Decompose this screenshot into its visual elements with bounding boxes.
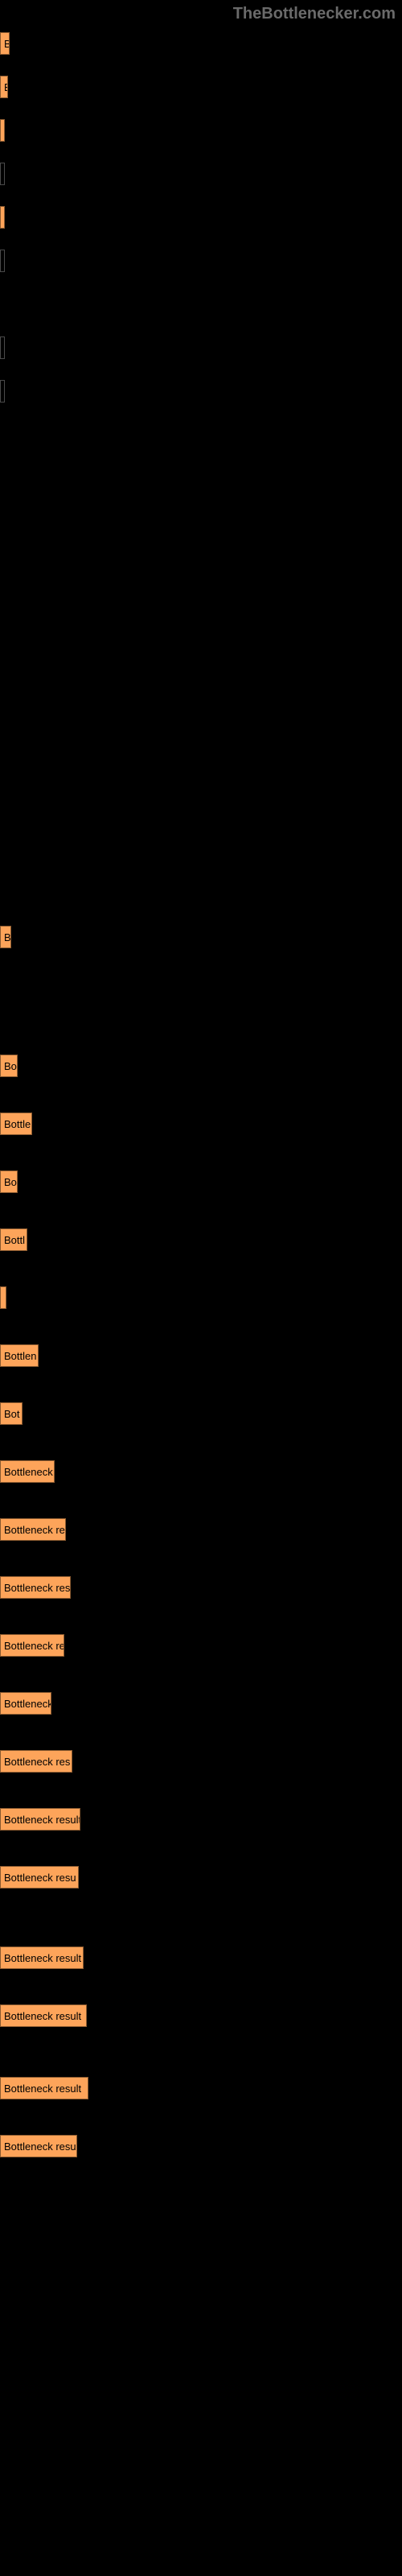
bar-row: Bottleneck result — [0, 1946, 84, 1969]
bar-row: Bottle — [0, 1113, 32, 1135]
bar-row: Bottleneck re — [0, 1634, 64, 1657]
bar: Bottleneck resu — [0, 2135, 77, 2157]
bar-row: B — [0, 32, 10, 55]
bar-row — [0, 163, 5, 185]
bar-row: Bottleneck res — [0, 1750, 72, 1773]
bar-row: Bottleneck resu — [0, 2135, 77, 2157]
bar: Bottleneck result — [0, 2004, 87, 2027]
bar — [0, 119, 5, 142]
bar: Bottleneck result — [0, 2077, 88, 2099]
bar: Bottleneck res — [0, 1750, 72, 1773]
chart-area: TheBottlenecker.com BBBBoBottleBoBottlBo… — [0, 0, 402, 2576]
bar-row: Bot — [0, 1402, 23, 1425]
bar: Bottleneck resu — [0, 1866, 79, 1889]
bar-row: B — [0, 76, 8, 98]
bar: Bo — [0, 1055, 18, 1077]
watermark-text: TheBottlenecker.com — [233, 5, 396, 23]
bar: Bot — [0, 1402, 23, 1425]
bar-row: Bottleneck — [0, 1692, 51, 1715]
bar-row: Bottleneck res — [0, 1576, 71, 1599]
bar — [0, 336, 5, 359]
bar-row: Bottleneck result — [0, 2077, 88, 2099]
bar-row: Bo — [0, 1170, 18, 1193]
bar-row — [0, 1286, 6, 1309]
bar-row — [0, 336, 5, 359]
bar: Bo — [0, 1170, 18, 1193]
bar-row: Bottleneck — [0, 1460, 55, 1483]
bar-row — [0, 380, 5, 402]
bar: Bottleneck — [0, 1460, 55, 1483]
bar: Bottle — [0, 1113, 32, 1135]
bar: B — [0, 32, 10, 55]
bar-row — [0, 206, 5, 229]
bar — [0, 163, 5, 185]
bar-row — [0, 250, 5, 272]
bar-row: B — [0, 926, 11, 948]
bar: Bottl — [0, 1228, 27, 1251]
bar: Bottleneck result — [0, 1808, 80, 1831]
bar-row: Bottl — [0, 1228, 27, 1251]
bar: B — [0, 76, 8, 98]
bar-row: Bottleneck resu — [0, 1866, 79, 1889]
bar-row: Bottleneck re — [0, 1518, 66, 1541]
bar: Bottleneck result — [0, 1946, 84, 1969]
bar-row: Bottleneck result — [0, 2004, 87, 2027]
bar: Bottleneck — [0, 1692, 51, 1715]
bar — [0, 206, 5, 229]
bar: Bottlen — [0, 1344, 39, 1367]
bar: Bottleneck re — [0, 1634, 64, 1657]
bar-row: Bo — [0, 1055, 18, 1077]
bar-row: Bottlen — [0, 1344, 39, 1367]
bar-row: Bottleneck result — [0, 1808, 80, 1831]
bar: Bottleneck re — [0, 1518, 66, 1541]
bar — [0, 1286, 6, 1309]
bar: Bottleneck res — [0, 1576, 71, 1599]
bar — [0, 250, 5, 272]
bar: B — [0, 926, 11, 948]
bar-row — [0, 119, 5, 142]
bar — [0, 380, 5, 402]
